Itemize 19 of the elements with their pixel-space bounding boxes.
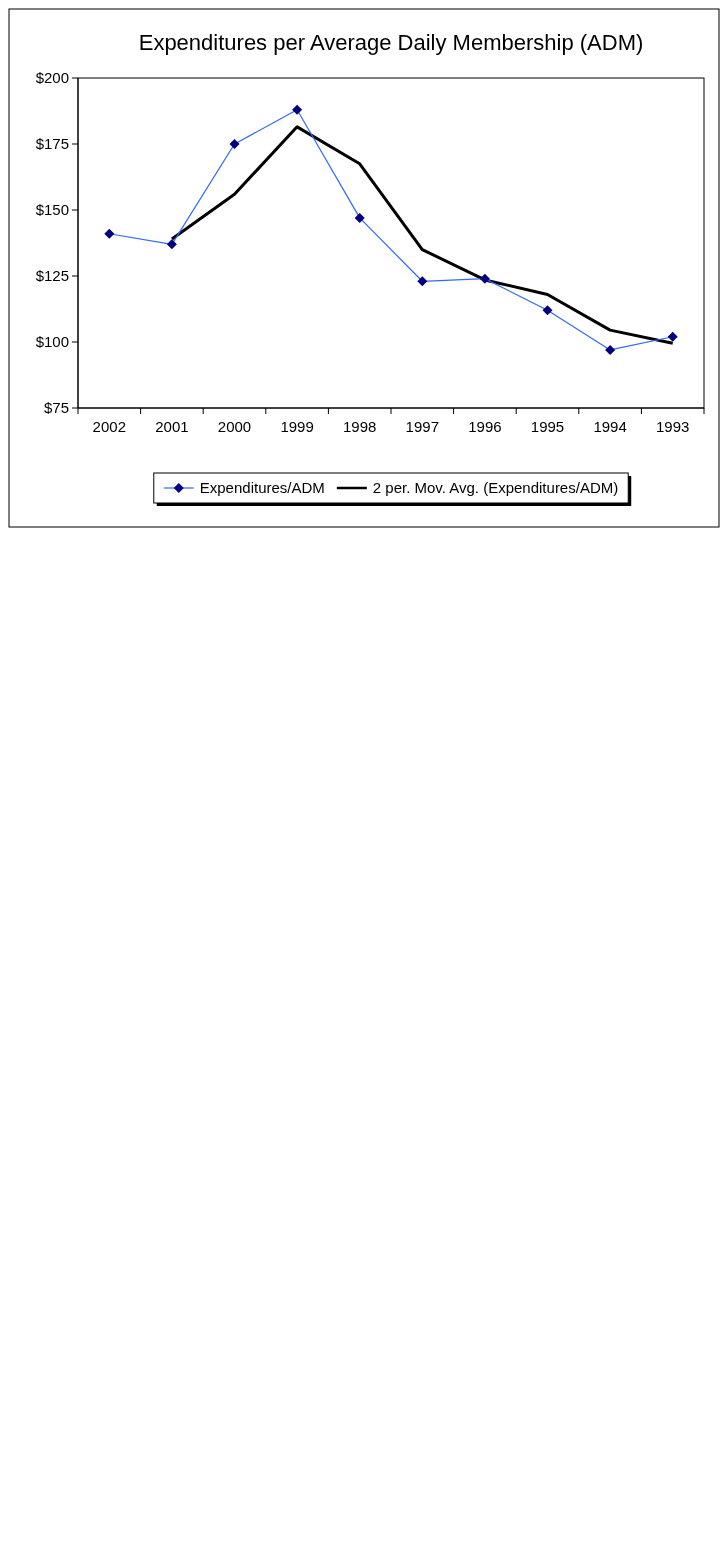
- x-tick-label: 2000: [217, 418, 252, 435]
- x-tick-label: 2002: [92, 418, 126, 435]
- x-tick-label: 1993: [656, 418, 690, 435]
- y-tick-label: $175: [35, 135, 69, 153]
- y-tick-label: $200: [35, 69, 69, 87]
- x-tick-label: 1998: [343, 418, 377, 435]
- legend-label: Expenditures/ADM: [199, 479, 325, 497]
- x-tick-label: 2001: [155, 418, 189, 435]
- y-tick-label: $150: [35, 201, 69, 219]
- y-tick-label: $125: [35, 267, 69, 285]
- chart-title: Expenditures per Average Daily Membership (ADM): [138, 30, 644, 55]
- legend-label: 2 per. Mov. Avg. (Expenditures/ADM): [372, 479, 619, 497]
- x-tick-label: 1996: [468, 418, 502, 435]
- y-tick-label: $75: [43, 399, 69, 417]
- x-tick-label: 1999: [280, 418, 314, 435]
- y-tick-label: $100: [35, 333, 69, 351]
- x-tick-label: 1997: [405, 418, 439, 435]
- x-tick-label: 1995: [530, 418, 565, 435]
- x-tick-label: 1994: [593, 418, 627, 435]
